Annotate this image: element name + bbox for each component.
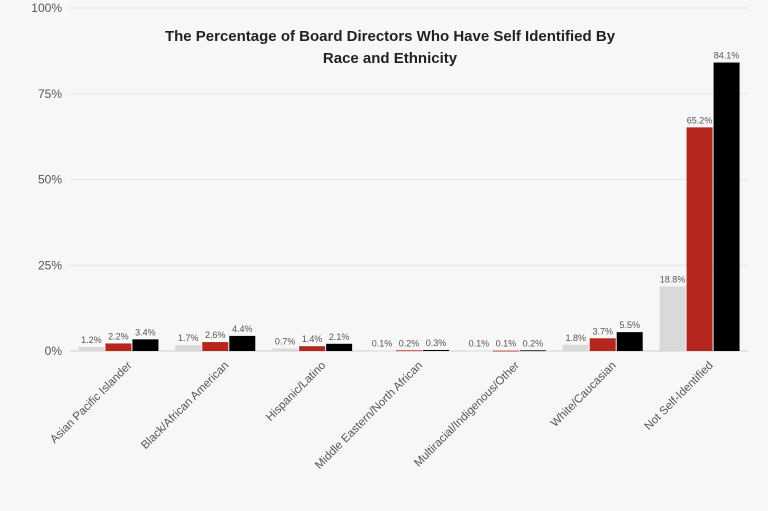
data-label: 18.8%	[660, 275, 686, 285]
data-label: 4.4%	[232, 324, 253, 334]
y-tick-label: 75%	[38, 87, 62, 101]
data-label: 2.1%	[329, 332, 350, 342]
bar	[465, 350, 492, 352]
x-tick-label: Multiracial/Indigenous/Other	[412, 360, 522, 470]
bar	[616, 332, 643, 351]
bar	[562, 344, 589, 351]
bar	[519, 350, 546, 352]
bar	[326, 343, 353, 351]
bar	[202, 342, 229, 351]
bar	[132, 339, 159, 351]
data-label: 1.4%	[302, 334, 323, 344]
y-tick-label: 25%	[38, 258, 62, 272]
data-label: 0.1%	[469, 339, 490, 349]
data-label: 0.2%	[399, 338, 420, 348]
data-label: 3.7%	[592, 326, 613, 336]
chart-title: The Percentage of Board Directors Who Ha…	[164, 28, 616, 67]
x-tick-label: Middle Eastern/North African	[313, 360, 425, 472]
data-label: 1.7%	[178, 333, 199, 343]
bar	[105, 343, 132, 351]
data-label: 0.7%	[275, 337, 296, 347]
data-label: 5.5%	[619, 320, 640, 330]
data-label: 0.1%	[496, 339, 517, 349]
x-tick-label: White/Caucasian	[549, 360, 619, 430]
data-label: 1.2%	[81, 335, 102, 345]
x-tick-label: Black/African American	[139, 360, 231, 452]
y-tick-label: 50%	[38, 173, 62, 187]
bar	[492, 350, 519, 352]
data-label: 3.4%	[135, 327, 156, 337]
data-label: 2.6%	[205, 330, 226, 340]
bar	[659, 286, 686, 351]
data-label: 0.3%	[426, 338, 447, 348]
bar	[396, 350, 422, 352]
bar	[423, 349, 449, 351]
bar	[686, 127, 713, 351]
bar	[272, 348, 299, 351]
y-tick-label: 100%	[31, 1, 62, 15]
data-label: 0.2%	[523, 338, 544, 348]
bar	[78, 346, 105, 351]
data-label: 2.2%	[108, 331, 129, 341]
x-tick-label: Not Self-Identified	[643, 360, 716, 433]
x-tick-label: Hispanic/Latino	[264, 360, 328, 424]
bar	[713, 62, 740, 352]
data-label: 0.1%	[372, 339, 393, 349]
data-label: 84.1%	[714, 51, 740, 61]
data-label: 1.8%	[565, 333, 586, 343]
x-tick-label: Asian Pacific Islander	[48, 360, 134, 446]
bar	[229, 335, 256, 351]
bar	[589, 338, 616, 351]
data-label: 65.2%	[687, 115, 713, 125]
bar	[175, 345, 202, 351]
y-tick-label: 0%	[45, 344, 63, 358]
bar	[299, 346, 326, 351]
bar	[369, 350, 395, 352]
